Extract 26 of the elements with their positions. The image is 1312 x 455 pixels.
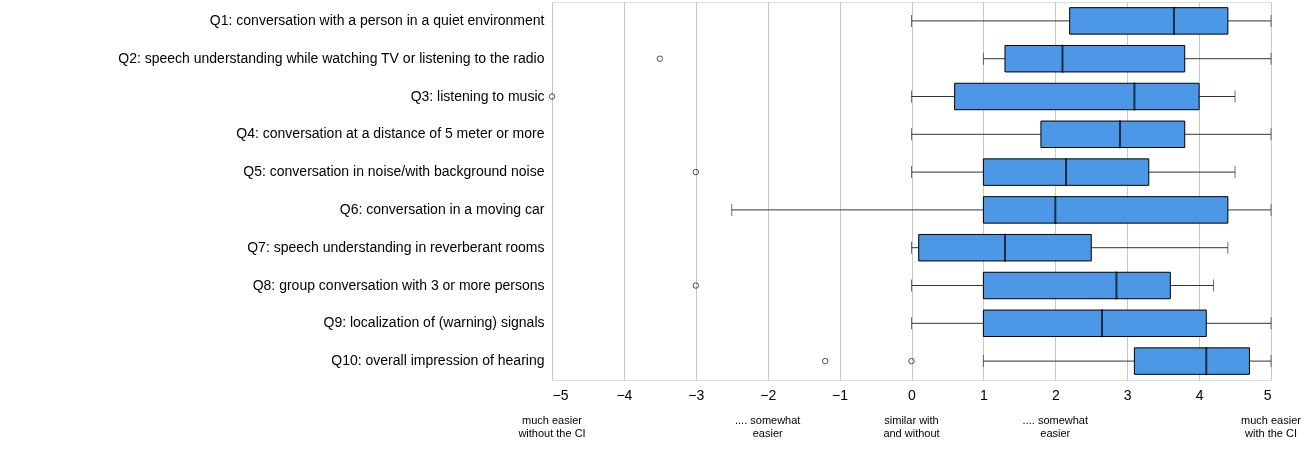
text: much easier without the CI bbox=[517, 414, 586, 439]
y-tick-label: Q5: conversation in noise/with background noise bbox=[243, 163, 545, 180]
x-tick-label: −2 bbox=[760, 386, 777, 403]
y-tick-label: Q7: speech understanding in reverberant rooms bbox=[247, 238, 545, 255]
text: .... somewhat easier bbox=[1022, 414, 1089, 439]
y-tick-label: Q6: conversation in a moving car bbox=[339, 200, 545, 217]
x-tick-label: 5 bbox=[1263, 386, 1272, 403]
y-tick-label: Q4: conversation at a distance of 5 meter or more bbox=[236, 125, 545, 142]
x-tick-label: 2 bbox=[1051, 386, 1060, 403]
x-tick-label: −1 bbox=[832, 386, 849, 403]
y-tick-label: Q2: speech understanding while watching TV or listening to the radio bbox=[118, 49, 545, 66]
y-tick-label: Q10: overall impression of hearing bbox=[331, 352, 545, 369]
text: .... somewhat easier bbox=[734, 414, 801, 439]
x-tick-label: 1 bbox=[980, 386, 988, 403]
x-tick-label: 4 bbox=[1195, 386, 1204, 403]
text: similar with and without bbox=[883, 414, 940, 439]
y-tick-label: Q3: listening to music bbox=[410, 87, 545, 104]
y-tick-label: Q8: group conversation with 3 or more persons bbox=[252, 276, 545, 293]
x-tick-label: −4 bbox=[616, 386, 633, 403]
x-tick-label: −5 bbox=[552, 386, 569, 403]
text: much easier with the CI bbox=[1241, 414, 1302, 439]
x-tick-label: 3 bbox=[1123, 386, 1132, 403]
y-tick-label: Q1: conversation with a person in a quiet environment bbox=[209, 11, 545, 28]
x-tick-label: 0 bbox=[908, 386, 917, 403]
x-tick-label: −3 bbox=[688, 386, 705, 403]
y-tick-label: Q9: localization of (warning) signals bbox=[323, 314, 545, 331]
